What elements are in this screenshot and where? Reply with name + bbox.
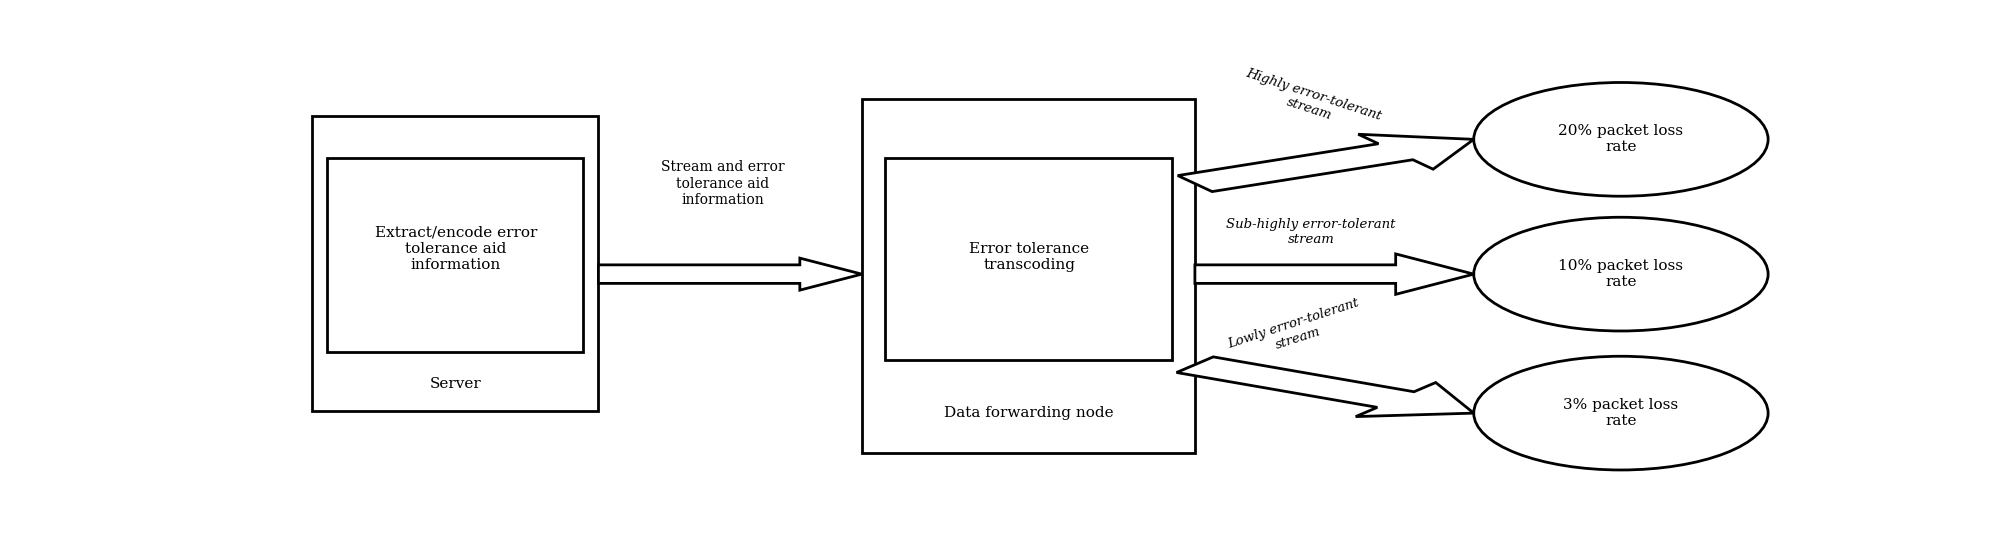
Text: 20% packet loss
rate: 20% packet loss rate <box>1558 124 1682 154</box>
Polygon shape <box>1177 357 1473 417</box>
Bar <box>312 116 597 411</box>
Text: Server: Server <box>430 377 482 391</box>
Polygon shape <box>1195 254 1473 294</box>
Text: Data forwarding node: Data forwarding node <box>943 406 1113 420</box>
Ellipse shape <box>1473 83 1768 196</box>
Bar <box>861 100 1195 453</box>
Bar <box>328 158 583 352</box>
Ellipse shape <box>1473 217 1768 331</box>
Text: 10% packet loss
rate: 10% packet loss rate <box>1558 259 1682 289</box>
Text: Error tolerance
transcoding: Error tolerance transcoding <box>969 242 1089 272</box>
Text: 3% packet loss
rate: 3% packet loss rate <box>1562 398 1678 428</box>
Text: Highly error-tolerant
stream: Highly error-tolerant stream <box>1239 66 1383 137</box>
Text: Stream and error
tolerance aid
information: Stream and error tolerance aid informati… <box>659 160 783 207</box>
Polygon shape <box>1177 134 1473 191</box>
Polygon shape <box>597 258 861 290</box>
Text: Extract/encode error
tolerance aid
information: Extract/encode error tolerance aid infor… <box>374 226 537 272</box>
Ellipse shape <box>1473 356 1768 470</box>
Text: Sub-highly error-tolerant
stream: Sub-highly error-tolerant stream <box>1225 218 1395 246</box>
Bar <box>885 158 1171 360</box>
Text: Lowly error-tolerant
stream: Lowly error-tolerant stream <box>1225 296 1365 365</box>
